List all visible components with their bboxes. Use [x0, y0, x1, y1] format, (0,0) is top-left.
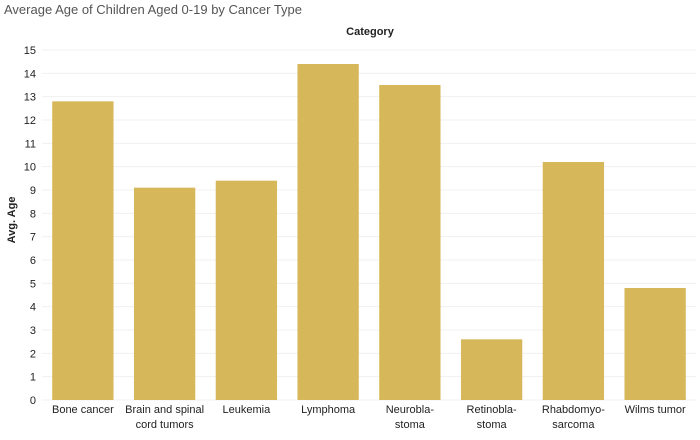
bars	[52, 64, 686, 400]
x-category-label: cord tumors	[136, 419, 195, 431]
y-tick-label: 3	[30, 325, 36, 337]
y-tick-label: 15	[24, 45, 36, 57]
bar[interactable]	[215, 180, 278, 400]
y-tick-label: 10	[24, 162, 36, 174]
y-axis-title: Avg. Age	[6, 197, 18, 244]
x-category-label: Bone cancer	[52, 404, 114, 416]
bar[interactable]	[624, 288, 686, 400]
x-category-label: sarcoma	[552, 419, 595, 431]
y-tick-label: 7	[30, 232, 36, 244]
y-tick-label: 6	[30, 255, 36, 267]
x-category-label: stoma	[395, 419, 426, 431]
x-category-label: Rhabdomyo-	[542, 404, 605, 416]
x-category-label: Leukemia	[223, 404, 272, 416]
y-tick-label: 1	[30, 372, 36, 384]
y-tick-label: 9	[30, 185, 36, 197]
y-tick-label: 2	[30, 348, 36, 360]
y-tick-label: 11	[25, 138, 36, 150]
y-tick-label: 0	[30, 395, 36, 407]
category-header: Category	[346, 26, 394, 38]
x-axis-labels: Bone cancer Brain and spinal cord tumors Le…	[52, 404, 686, 431]
y-tick-label: 8	[30, 208, 36, 220]
bar[interactable]	[133, 187, 196, 400]
x-category-label: Wilms tumor	[625, 404, 686, 416]
y-tick-label: 4	[30, 302, 36, 314]
x-category-label: stoma	[477, 419, 508, 431]
bar[interactable]	[460, 339, 523, 400]
bar[interactable]	[297, 64, 359, 400]
bar[interactable]	[542, 162, 605, 400]
y-tick-label: 5	[30, 278, 36, 290]
y-tick-label: 12	[24, 115, 36, 127]
chart-title: Average Age of Children Aged 0-19 by Can…	[4, 2, 302, 17]
x-category-label: Neurobla-	[386, 404, 435, 416]
x-category-label: Brain and spinal	[125, 404, 204, 416]
x-category-label: Lymphoma	[301, 404, 356, 416]
bar[interactable]	[379, 85, 441, 400]
y-tick-label: 13	[24, 92, 36, 104]
x-category-label: Retinobla-	[467, 404, 517, 416]
y-tick-label: 14	[24, 68, 36, 80]
bar[interactable]	[52, 101, 114, 400]
